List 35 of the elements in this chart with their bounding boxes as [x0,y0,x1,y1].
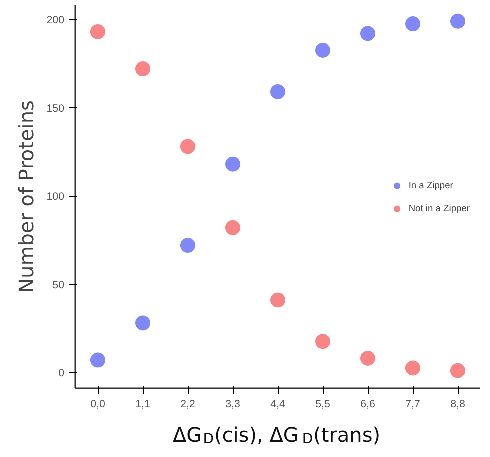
point [90,352,106,368]
x-tick-label: 3,3 [226,398,240,410]
y-tick-label: 0 [58,368,65,380]
point [360,26,376,42]
y-tick-label: 150 [46,102,65,115]
y-tick-label: 100 [46,191,65,204]
point [450,363,466,378]
point [316,43,330,58]
point [180,238,196,254]
point [316,334,330,350]
y-tick-label: 200 [46,14,65,27]
point [270,292,286,308]
point [226,220,240,236]
legend-label: Not in a Zipper [408,203,470,213]
point [406,360,420,376]
point [450,14,466,29]
point [226,156,240,172]
point [90,24,106,40]
point [136,62,150,77]
x-tick-label: 1,1 [136,398,150,410]
x-tick-label: 0,0 [90,398,106,410]
x-tick-label: 5,5 [316,398,330,410]
x-tick-label: 4,4 [270,398,286,410]
x-tick-label: 8,8 [450,398,466,410]
y-tick-label: 50 [52,279,65,292]
point [360,351,376,366]
point [270,84,286,100]
x-tick-label: 2,2 [180,398,196,410]
y-axis-title: Number of Proteins [14,100,39,294]
legend-label: In a Zipper [408,180,454,190]
x-tick-label: 6,6 [360,398,376,410]
x-tick-label: 7,7 [406,398,420,410]
point [406,16,420,32]
point [136,316,150,331]
point [180,139,196,154]
